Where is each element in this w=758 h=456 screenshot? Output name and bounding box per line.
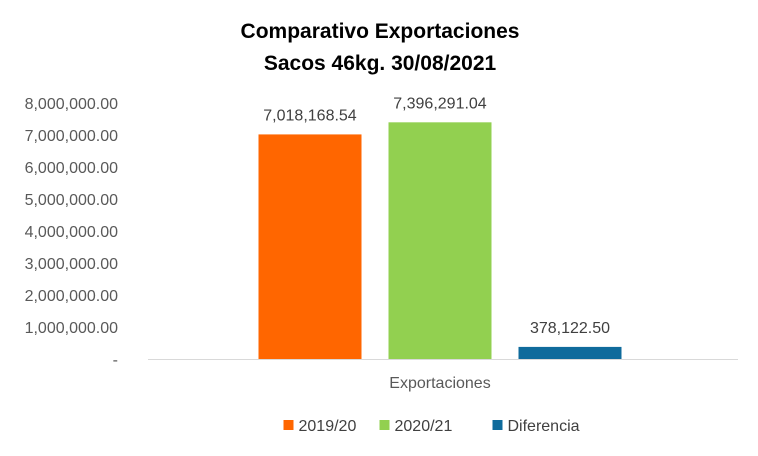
y-tick-label: 2,000,000.00 xyxy=(25,288,119,305)
y-tick-label: 7,000,000.00 xyxy=(25,128,119,145)
legend-label: 2020/21 xyxy=(395,418,453,435)
y-tick-label: 6,000,000.00 xyxy=(25,160,119,177)
legend: 2019/20 2020/21 Diferencia xyxy=(283,418,580,435)
y-tick-label: - xyxy=(113,352,118,369)
data-label: 378,122.50 xyxy=(530,320,610,337)
chart-title-line-1: Comparativo Exportaciones xyxy=(241,20,520,43)
legend-swatch xyxy=(379,420,390,430)
legend-label: 2019/20 xyxy=(299,418,357,435)
y-axis: - 1,000,000.00 2,000,000.00 3,000,000.00 4,0… xyxy=(25,96,119,369)
category-label: Exportaciones xyxy=(389,375,490,392)
y-tick-label: 1,000,000.00 xyxy=(25,320,119,337)
y-tick-label: 5,000,000.00 xyxy=(25,192,119,209)
y-tick-label: 3,000,000.00 xyxy=(25,256,119,273)
bar-diferencia xyxy=(518,346,622,359)
bar-2020-21 xyxy=(388,122,492,359)
bar-2019-20 xyxy=(258,134,362,359)
chart-title-line-2: Sacos 46kg. 30/08/2021 xyxy=(264,52,497,75)
legend-swatch xyxy=(283,420,294,430)
y-tick-label: 8,000,000.00 xyxy=(25,96,119,113)
bars xyxy=(258,122,622,359)
data-label: 7,018,168.54 xyxy=(263,107,357,124)
legend-swatch xyxy=(492,420,503,430)
data-labels: 7,018,168.54 7,396,291.04 378,122.50 xyxy=(263,95,610,337)
legend-label: Diferencia xyxy=(508,418,580,435)
y-tick-label: 4,000,000.00 xyxy=(25,224,119,241)
data-label: 7,396,291.04 xyxy=(393,95,487,112)
